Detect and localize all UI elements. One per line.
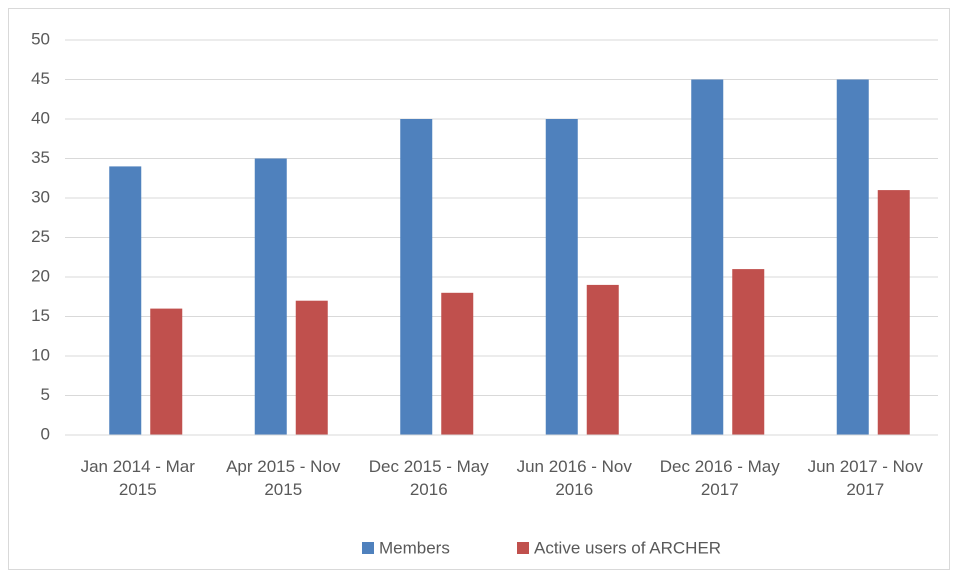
x-tick-label: Dec 2016 - May 2017 bbox=[659, 457, 780, 499]
x-tick-label: Dec 2015 - May 2016 bbox=[368, 457, 489, 499]
bar bbox=[877, 190, 910, 435]
bar bbox=[400, 119, 433, 435]
x-tick-label: Jun 2017 - Nov 2017 bbox=[807, 457, 923, 499]
bar bbox=[441, 292, 474, 435]
bar bbox=[545, 119, 578, 435]
legend-swatch bbox=[362, 542, 374, 554]
y-tick-label: 25 bbox=[31, 227, 50, 246]
chart-border bbox=[8, 8, 950, 570]
y-tick-label: 0 bbox=[41, 424, 50, 443]
y-tick-label: 45 bbox=[31, 69, 50, 88]
bar bbox=[732, 269, 765, 435]
y-tick-label: 5 bbox=[41, 385, 50, 404]
bar bbox=[109, 166, 142, 435]
bar bbox=[586, 284, 619, 435]
y-tick-label: 35 bbox=[31, 148, 50, 167]
y-tick-label: 15 bbox=[31, 306, 50, 325]
y-tick-label: 30 bbox=[31, 187, 50, 206]
y-tick-label: 10 bbox=[31, 345, 50, 364]
y-tick-label: 40 bbox=[31, 108, 50, 127]
bar bbox=[150, 308, 183, 435]
x-tick-label: Jun 2016 - Nov 2016 bbox=[516, 457, 632, 499]
bar bbox=[691, 79, 724, 435]
legend-label: Members bbox=[379, 538, 450, 557]
y-tick-label: 50 bbox=[31, 29, 50, 48]
legend-swatch bbox=[517, 542, 529, 554]
y-tick-label: 20 bbox=[31, 266, 50, 285]
legend-label: Active users of ARCHER bbox=[534, 538, 721, 557]
bar bbox=[836, 79, 869, 435]
x-tick-label: Apr 2015 - Nov 2015 bbox=[226, 457, 341, 499]
x-tick-label: Jan 2014 - Mar 2015 bbox=[80, 457, 195, 499]
bar bbox=[254, 158, 287, 435]
bar bbox=[295, 300, 328, 435]
